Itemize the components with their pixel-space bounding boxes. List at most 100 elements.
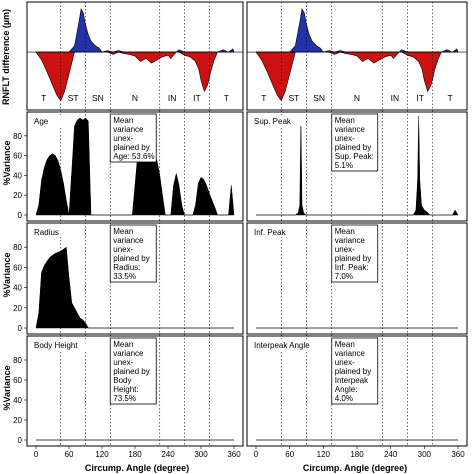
annotation-line: plained by <box>335 367 371 376</box>
region-label-n-left: N <box>132 93 138 103</box>
annotation-box <box>109 224 157 283</box>
x-tick-label: 60 <box>65 450 74 459</box>
region-label-t-left: T <box>41 93 46 103</box>
variance-area-age <box>35 117 235 216</box>
x-tick-label: 120 <box>95 450 109 459</box>
panel-name-label: Sup. Peak <box>254 117 292 126</box>
annotation-line: Angle: <box>335 385 358 394</box>
annotation-line: Mean <box>113 227 133 236</box>
annotation-line: Interpeak <box>335 376 369 385</box>
x-tick-label: 360 <box>451 450 465 459</box>
y-tick-label: 20 <box>13 416 22 425</box>
annotation-line: unex- <box>113 245 133 254</box>
y-tick-label: 0 <box>18 436 23 445</box>
annotation-line: Height: <box>113 385 138 394</box>
annotation-line: 7.0% <box>335 272 353 281</box>
annotation-line: variance <box>113 236 144 245</box>
panel-name-label: Radius <box>34 228 59 237</box>
panel-name-bg <box>31 339 95 350</box>
axes: 0 20 40 60 80 0 20 40 60 80 0 20 40 60 80 0 60 120 180 240 3… <box>13 132 465 459</box>
annotation-line: variance <box>113 125 144 134</box>
variance-area-radius <box>35 246 234 329</box>
annotation-line: unex- <box>113 134 133 143</box>
y-tick-label: 80 <box>13 243 22 252</box>
x-tick-label: 300 <box>194 450 208 459</box>
annotation-line: Mean <box>335 116 355 125</box>
annotation-line: variance <box>335 349 366 358</box>
panel-frames <box>26 1 468 447</box>
x-tick-label: 300 <box>418 450 432 459</box>
y-tick-label: 80 <box>13 132 22 141</box>
annotation-box <box>109 337 157 405</box>
x-tick-label: 360 <box>227 450 241 459</box>
panel-frame-sup-peak <box>246 111 468 222</box>
annotation-line: Radius: <box>113 263 140 272</box>
positive-difference-area-right <box>256 8 459 53</box>
annotation-line: 33.5% <box>113 272 136 281</box>
y-tick-label: 40 <box>13 171 22 180</box>
y-tick-label: 60 <box>13 152 22 161</box>
panel-name-label: Body Height <box>34 341 78 350</box>
annotation-box <box>109 113 157 163</box>
region-label-st-left: ST <box>68 93 79 103</box>
positive-difference-area-left <box>36 8 235 53</box>
y-tick-label: 0 <box>18 211 23 220</box>
panel-name-label: Interpeak Angle <box>254 341 310 350</box>
region-label-it-right: IT <box>416 93 424 103</box>
y-tick-label: 40 <box>13 284 22 293</box>
region-label-in-right: IN <box>391 93 400 103</box>
annotation-line: plained by <box>113 367 149 376</box>
annotation-line: 5.1% <box>335 161 353 170</box>
variance-y-axis-label-3: %Variance <box>2 365 12 410</box>
annotation-box <box>331 113 379 172</box>
annotation-line: Body <box>113 376 131 385</box>
annotation-line: Sup. Peak: <box>335 152 374 161</box>
annotation-line: variance <box>113 349 144 358</box>
region-label-it-left: IT <box>193 93 201 103</box>
variance-y-axis-label-2: %Variance <box>2 252 12 297</box>
region-label-t-right: T <box>448 93 453 103</box>
panel-frame-inf-peak <box>246 222 468 335</box>
panel-name-bg <box>31 226 69 237</box>
annotation-line: variance <box>335 236 366 245</box>
region-label-sn-left: SN <box>92 93 104 103</box>
x-tick-label: 120 <box>317 450 331 459</box>
x-axis-label-right: Circump. Angle (degree) <box>303 463 407 473</box>
annotation-box <box>331 337 379 405</box>
x-tick-label: 60 <box>285 450 294 459</box>
x-axis-label-left: Circump. Angle (degree) <box>85 463 189 473</box>
variance-area-sup-peak <box>256 115 459 216</box>
region-label-n-right: N <box>354 93 360 103</box>
region-label-t-left: T <box>224 93 229 103</box>
annotation-line: plained by <box>335 254 371 263</box>
annotation-line: plained by <box>113 143 149 152</box>
panel-name-bg <box>31 115 61 126</box>
top-y-axis-label: RNFLT difference (µm) <box>1 9 11 105</box>
x-tick-label: 180 <box>128 450 142 459</box>
annotation-line: unex- <box>335 245 355 254</box>
y-tick-label: 60 <box>13 376 22 385</box>
panel-name-label: Inf. Peak <box>254 228 287 237</box>
annotation-line: plained by <box>113 254 149 263</box>
panel-name-label: Age <box>34 117 49 126</box>
panel-frame-age <box>26 111 244 222</box>
annotation-line: variance <box>335 125 366 134</box>
region-label-t-right: T <box>261 93 266 103</box>
variance-y-axis-label-1: %Variance <box>2 140 12 185</box>
annotation-line: 4.0% <box>335 394 353 403</box>
annotation-box <box>331 224 379 283</box>
difference-panel-frame-left <box>26 1 244 111</box>
y-tick-label: 0 <box>18 324 23 333</box>
annotation-line: Age: 53.6% <box>113 152 154 161</box>
x-tick-label: 0 <box>254 450 259 459</box>
panel-name-bg <box>251 339 335 350</box>
annotation-line: Mean <box>335 340 355 349</box>
annotation-line: Mean <box>113 116 133 125</box>
region-gridlines <box>60 2 434 446</box>
y-tick-label: 20 <box>13 191 22 200</box>
y-tick-label: 20 <box>13 304 22 313</box>
y-tick-label: 80 <box>13 356 22 365</box>
panel-name-bg <box>251 226 304 237</box>
